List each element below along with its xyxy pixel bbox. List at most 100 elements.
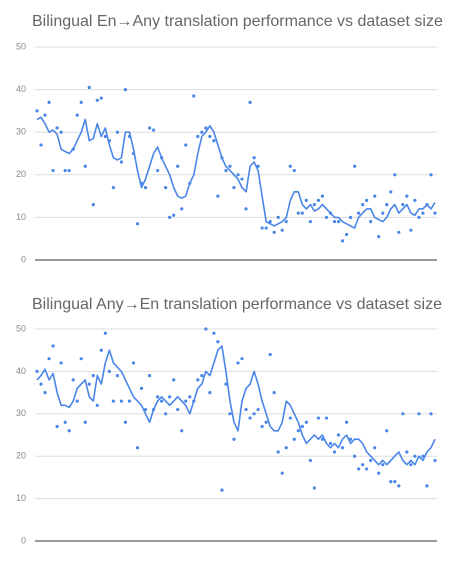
data-point (123, 420, 128, 424)
data-point (111, 399, 115, 403)
data-point (164, 185, 168, 190)
data-point (252, 412, 256, 416)
data-point (115, 374, 120, 378)
data-point (111, 185, 115, 190)
data-point (361, 203, 365, 207)
data-point (164, 412, 168, 416)
data-point (361, 463, 365, 467)
data-point (312, 203, 316, 207)
data-point (103, 134, 107, 139)
data-point (51, 168, 55, 173)
data-point (115, 130, 120, 134)
data-point (256, 407, 260, 412)
data-point (156, 168, 160, 173)
data-point (188, 395, 192, 399)
data-point (236, 361, 240, 365)
data-point (276, 450, 280, 454)
data-point (377, 471, 381, 475)
data-point (204, 327, 208, 331)
data-point (200, 130, 204, 134)
data-point (192, 94, 196, 98)
data-point (35, 109, 39, 113)
data-point (39, 143, 43, 147)
data-point (228, 164, 232, 168)
data-point (316, 198, 321, 202)
data-point (248, 100, 252, 104)
data-point (308, 220, 312, 224)
data-point (79, 100, 83, 104)
data-point (304, 420, 308, 424)
data-point (272, 230, 276, 234)
chart-title: Bilingual Any→En translation performance… (32, 296, 442, 313)
data-point (196, 378, 200, 382)
data-point (95, 403, 99, 407)
data-point (63, 168, 67, 173)
data-point (232, 437, 236, 441)
data-point (324, 416, 329, 420)
trend-line (36, 116, 436, 229)
data-point (83, 164, 87, 168)
data-point (373, 194, 377, 198)
data-point (413, 454, 417, 458)
y-tick-label: 30 (16, 127, 26, 137)
y-tick-label: 40 (16, 84, 26, 94)
data-point (264, 420, 268, 424)
data-point (373, 446, 377, 450)
data-point (208, 134, 212, 139)
data-point (59, 361, 63, 365)
data-point (389, 480, 393, 484)
data-point (328, 441, 333, 446)
data-point (87, 382, 91, 386)
data-point (393, 173, 397, 177)
data-point (369, 458, 373, 463)
data-point (405, 450, 409, 454)
data-point (216, 340, 220, 344)
data-point (180, 207, 184, 211)
data-point (240, 177, 244, 181)
data-point (280, 471, 284, 475)
y-tick-label: 50 (16, 41, 26, 51)
data-point (127, 399, 132, 403)
data-point (63, 420, 67, 424)
y-tick-label: 20 (16, 451, 26, 461)
data-point (59, 130, 63, 134)
data-point (43, 391, 47, 395)
data-point (429, 173, 433, 177)
data-point (43, 113, 47, 117)
data-point (292, 168, 296, 173)
y-tick-label: 0 (21, 254, 26, 264)
data-point (79, 357, 83, 361)
data-point (95, 98, 99, 102)
data-point (348, 215, 353, 219)
data-point (284, 446, 288, 450)
data-point (204, 126, 208, 130)
data-point (131, 361, 136, 365)
data-point (397, 230, 401, 234)
data-point (39, 382, 43, 386)
data-point (284, 220, 288, 224)
data-point (176, 164, 180, 168)
data-point (260, 226, 264, 230)
data-point (35, 369, 39, 373)
data-point (99, 96, 103, 100)
data-point (389, 190, 393, 194)
data-point (316, 416, 321, 420)
data-point (280, 228, 284, 232)
y-tick-label: 10 (16, 493, 26, 503)
data-point (385, 429, 389, 433)
data-point (365, 198, 369, 202)
data-point (425, 484, 429, 488)
data-point (417, 412, 421, 416)
data-point (429, 412, 433, 416)
data-point (107, 369, 111, 373)
data-point (67, 429, 71, 433)
data-point (83, 420, 87, 424)
data-point (288, 416, 292, 420)
data-point (308, 458, 312, 463)
data-point (123, 88, 128, 92)
data-point (103, 331, 107, 335)
data-point (119, 160, 124, 164)
data-point (168, 215, 172, 219)
data-point (200, 374, 204, 378)
data-point (244, 207, 248, 211)
